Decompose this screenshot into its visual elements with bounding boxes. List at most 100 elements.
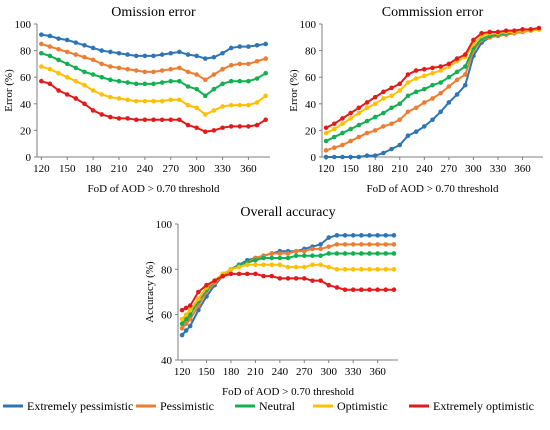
data-point xyxy=(383,287,389,293)
data-point xyxy=(356,105,362,111)
data-point xyxy=(350,242,356,247)
data-point xyxy=(183,305,189,311)
series-line xyxy=(181,243,394,329)
data-point xyxy=(438,68,443,73)
data-point xyxy=(334,267,340,272)
data-point xyxy=(236,271,242,277)
series-neutral xyxy=(323,27,542,144)
y-tick-label: 100 xyxy=(300,19,317,31)
data-point xyxy=(277,251,283,256)
x-tick-label: 330 xyxy=(345,366,362,378)
x-tick-label: 360 xyxy=(240,163,257,175)
data-point xyxy=(277,276,283,281)
data-point xyxy=(342,251,348,256)
data-point xyxy=(253,271,258,277)
data-point xyxy=(405,72,411,77)
data-point xyxy=(246,78,251,84)
omission-error-chart: Omission error 0 20 40 60 80 100 120 150 180 210 24… xyxy=(3,5,270,195)
data-point xyxy=(99,92,105,97)
data-point xyxy=(446,84,452,89)
data-point xyxy=(310,246,315,252)
data-point xyxy=(183,312,189,317)
data-point xyxy=(73,52,79,57)
data-point xyxy=(269,262,275,268)
x-tick-label: 240 xyxy=(416,163,433,175)
data-point xyxy=(323,154,329,160)
data-point xyxy=(326,251,332,256)
data-point xyxy=(99,74,105,80)
data-point xyxy=(413,105,419,111)
x-tick-label: 240 xyxy=(272,366,289,378)
data-point xyxy=(183,321,189,327)
x-axis-label: FoD of AOD > 0.70 threshold xyxy=(87,183,220,195)
data-point xyxy=(187,307,193,313)
data-point xyxy=(503,28,509,33)
data-point xyxy=(391,242,397,247)
data-point xyxy=(372,101,378,107)
data-point xyxy=(133,68,139,73)
y-tick-label: 60 xyxy=(20,72,32,84)
data-point xyxy=(39,50,44,56)
data-point xyxy=(212,278,217,283)
data-point xyxy=(348,138,353,144)
chart-title: Omission error xyxy=(111,5,196,20)
data-point xyxy=(185,102,191,108)
data-point xyxy=(364,118,370,124)
data-point xyxy=(293,264,299,270)
y-tick-label: 0 xyxy=(26,152,32,164)
data-point xyxy=(151,98,156,104)
data-point xyxy=(326,264,332,270)
data-point xyxy=(364,130,370,136)
data-point xyxy=(331,126,337,132)
data-point xyxy=(383,233,389,238)
data-point xyxy=(350,287,356,293)
data-point xyxy=(381,89,386,95)
x-tick-label: 150 xyxy=(198,366,215,378)
data-point xyxy=(47,81,53,87)
data-point xyxy=(177,117,182,123)
data-point xyxy=(237,61,243,67)
data-point xyxy=(194,86,199,92)
data-point xyxy=(246,102,251,108)
data-point xyxy=(462,72,468,77)
data-point xyxy=(269,273,275,279)
data-point xyxy=(342,287,348,293)
data-point xyxy=(64,61,70,67)
y-tick-label: 0 xyxy=(311,152,317,164)
data-point xyxy=(391,233,397,238)
data-point xyxy=(99,61,105,67)
data-point xyxy=(133,98,139,104)
data-point xyxy=(261,262,266,268)
data-point xyxy=(454,92,460,97)
data-point xyxy=(364,100,370,105)
data-point xyxy=(116,78,122,84)
data-point xyxy=(323,138,329,144)
data-point xyxy=(422,100,427,105)
data-point xyxy=(381,96,386,101)
data-point xyxy=(211,86,217,92)
data-point xyxy=(159,68,165,73)
data-point xyxy=(179,307,185,313)
data-point xyxy=(381,124,386,129)
data-point xyxy=(246,61,251,67)
data-point xyxy=(254,76,260,81)
data-point xyxy=(73,96,79,101)
data-point xyxy=(116,65,122,71)
data-point xyxy=(159,98,165,104)
data-point xyxy=(438,80,443,85)
data-point xyxy=(359,251,364,256)
data-point xyxy=(446,61,452,67)
data-point xyxy=(323,130,329,136)
data-point xyxy=(179,316,185,322)
data-point xyxy=(383,242,389,247)
data-point xyxy=(512,28,517,33)
data-point xyxy=(285,255,291,261)
data-point xyxy=(348,116,353,121)
legend-label: Extremely pessimistic xyxy=(27,399,133,413)
data-point xyxy=(367,251,372,256)
y-tick-label: 20 xyxy=(20,125,32,137)
data-point xyxy=(340,154,345,160)
data-point xyxy=(438,64,443,69)
data-point xyxy=(334,233,340,238)
